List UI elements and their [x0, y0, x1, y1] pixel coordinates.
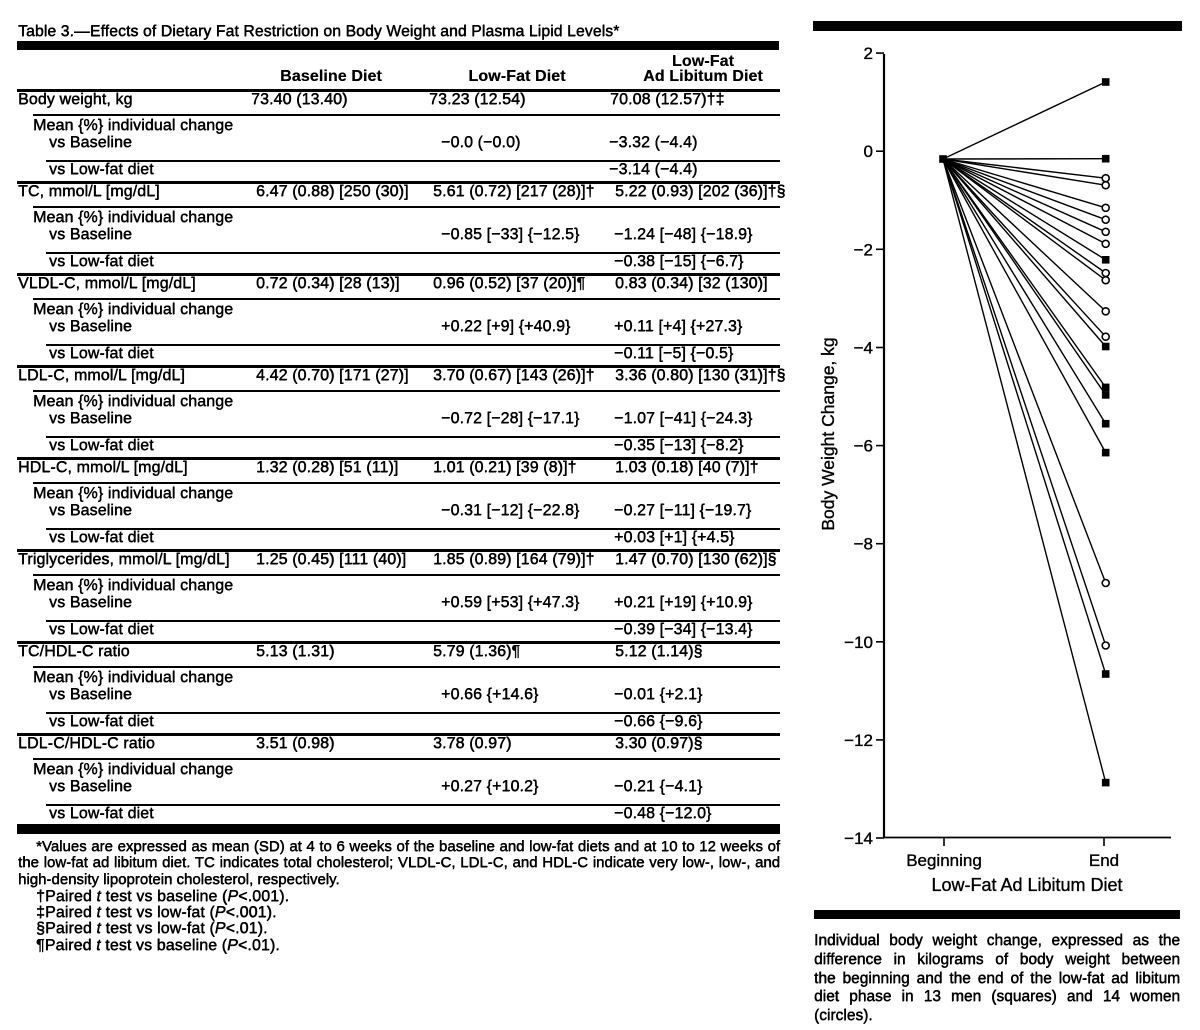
- svg-text:Beginning: Beginning: [906, 851, 982, 870]
- svg-text:−12: −12: [844, 731, 873, 750]
- svg-text:2: 2: [864, 44, 873, 63]
- svg-text:−8: −8: [854, 535, 873, 554]
- svg-text:Body Weight Change, kg: Body Weight Change, kg: [818, 337, 838, 530]
- svg-text:End: End: [1089, 851, 1119, 870]
- svg-text:−14: −14: [844, 829, 873, 848]
- svg-text:−4: −4: [854, 339, 873, 358]
- svg-text:Low-Fat Ad Libitum Diet: Low-Fat Ad Libitum Diet: [931, 875, 1122, 895]
- svg-text:−10: −10: [844, 633, 873, 652]
- svg-text:−2: −2: [854, 240, 873, 259]
- svg-text:0: 0: [864, 142, 873, 161]
- svg-text:−6: −6: [854, 437, 873, 456]
